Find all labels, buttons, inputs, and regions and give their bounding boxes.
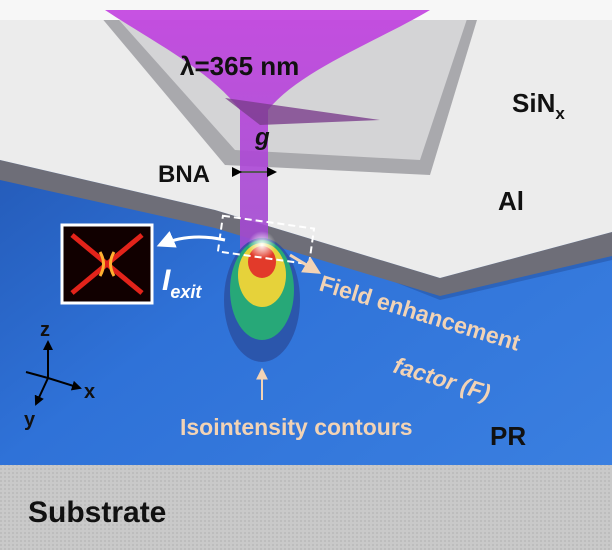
diagram: λ=365 nm g BNA SiNx Al Iexit Field enhan… (0, 0, 612, 550)
iexit-sub: exit (170, 282, 202, 302)
substrate-label: Substrate (28, 496, 166, 529)
wavelength-label: λ=365 nm (180, 51, 299, 81)
al-label: Al (498, 186, 524, 216)
hotspot (248, 231, 276, 259)
gap-label: g (254, 124, 270, 151)
axis-y: y (24, 409, 36, 431)
sinx-main: SiN (512, 88, 555, 118)
axis-z: z (40, 319, 50, 341)
scene (0, 0, 612, 550)
sinx-sub: x (555, 104, 565, 123)
pr-label: PR (490, 421, 526, 451)
bna-label: BNA (158, 161, 210, 188)
contours-label: Isointensity contours (180, 414, 413, 440)
axis-x: x (84, 381, 95, 403)
